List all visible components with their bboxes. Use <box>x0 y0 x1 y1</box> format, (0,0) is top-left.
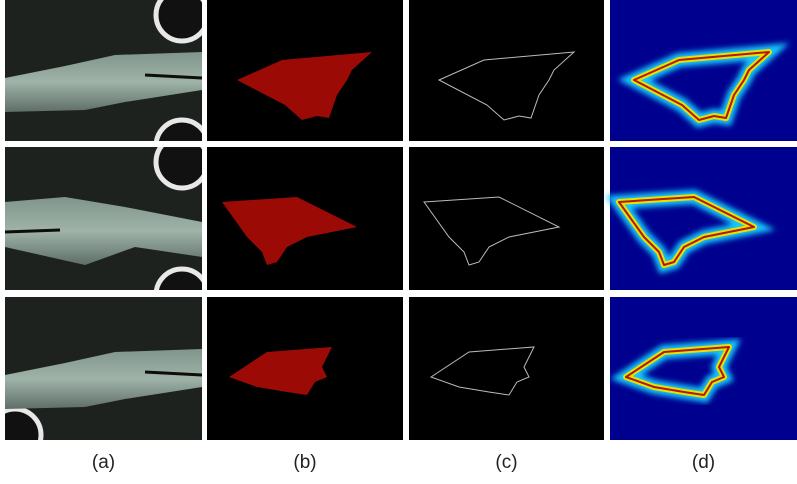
edge-background <box>409 147 604 290</box>
crack <box>5 230 60 232</box>
photo-panel <box>5 136 208 321</box>
photo-panel <box>5 0 208 172</box>
panel-label: (c) <box>495 452 517 473</box>
clamp-ring <box>0 409 41 461</box>
panel-label: (b) <box>293 452 316 473</box>
panel-label: (a) <box>92 452 115 473</box>
figure: (a) (b) (c) (d) <box>0 0 797 484</box>
panel-grid <box>0 0 797 461</box>
panel-label: (d) <box>692 452 715 473</box>
clamp-ring <box>156 0 208 41</box>
panel-labels: (a) (b) (c) (d) <box>92 452 715 473</box>
photo-panel <box>0 297 202 461</box>
clamp-ring <box>156 136 208 188</box>
edge-background <box>409 297 604 440</box>
page: (a)(b)(c)(d) (() => { const data = JSON.… <box>0 0 797 484</box>
